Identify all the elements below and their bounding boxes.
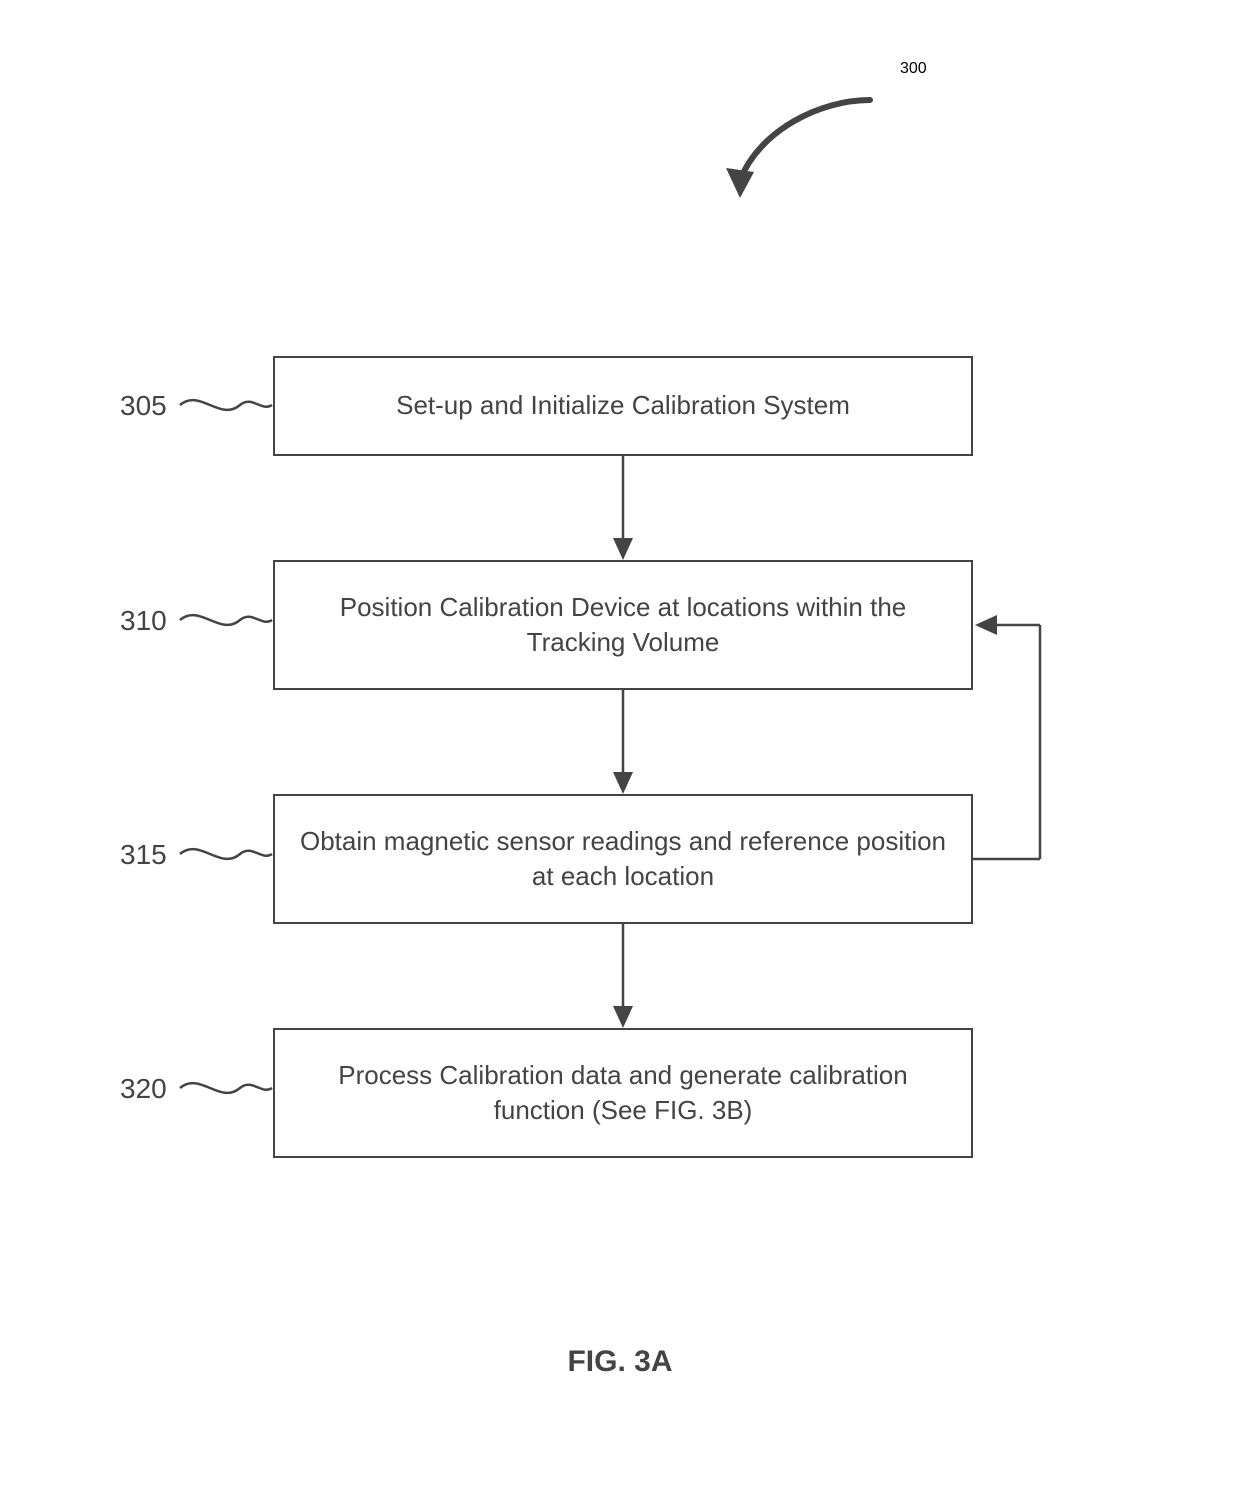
step-305-box: Set-up and Initialize Calibration System [273, 356, 973, 456]
step-315-text: Obtain magnetic sensor readings and refe… [295, 824, 951, 894]
step-315-label-text: 315 [120, 839, 167, 870]
step-305-label: 305 [120, 390, 167, 422]
connector-layer-icon [0, 0, 1240, 1511]
figure-caption: FIG. 3A [0, 1345, 1240, 1379]
flowchart-stage: 300 Set-up and Initialize Calibration Sy… [0, 0, 1240, 1511]
step-305-label-text: 305 [120, 390, 167, 421]
step-310-box: Position Calibration Device at locations… [273, 560, 973, 690]
step-310-text: Position Calibration Device at locations… [295, 590, 951, 660]
figure-number-300: 300 [900, 60, 927, 78]
figure-caption-text: FIG. 3A [567, 1345, 672, 1378]
lead-in-curve-arrow-icon [700, 90, 880, 210]
step-315-label: 315 [120, 839, 167, 871]
step-320-text: Process Calibration data and generate ca… [295, 1058, 951, 1128]
step-320-label: 320 [120, 1073, 167, 1105]
step-320-box: Process Calibration data and generate ca… [273, 1028, 973, 1158]
step-305-text: Set-up and Initialize Calibration System [396, 388, 850, 423]
step-310-label: 310 [120, 605, 167, 637]
step-310-label-text: 310 [120, 605, 167, 636]
step-315-box: Obtain magnetic sensor readings and refe… [273, 794, 973, 924]
step-320-label-text: 320 [120, 1073, 167, 1104]
figure-number-text: 300 [900, 60, 927, 77]
